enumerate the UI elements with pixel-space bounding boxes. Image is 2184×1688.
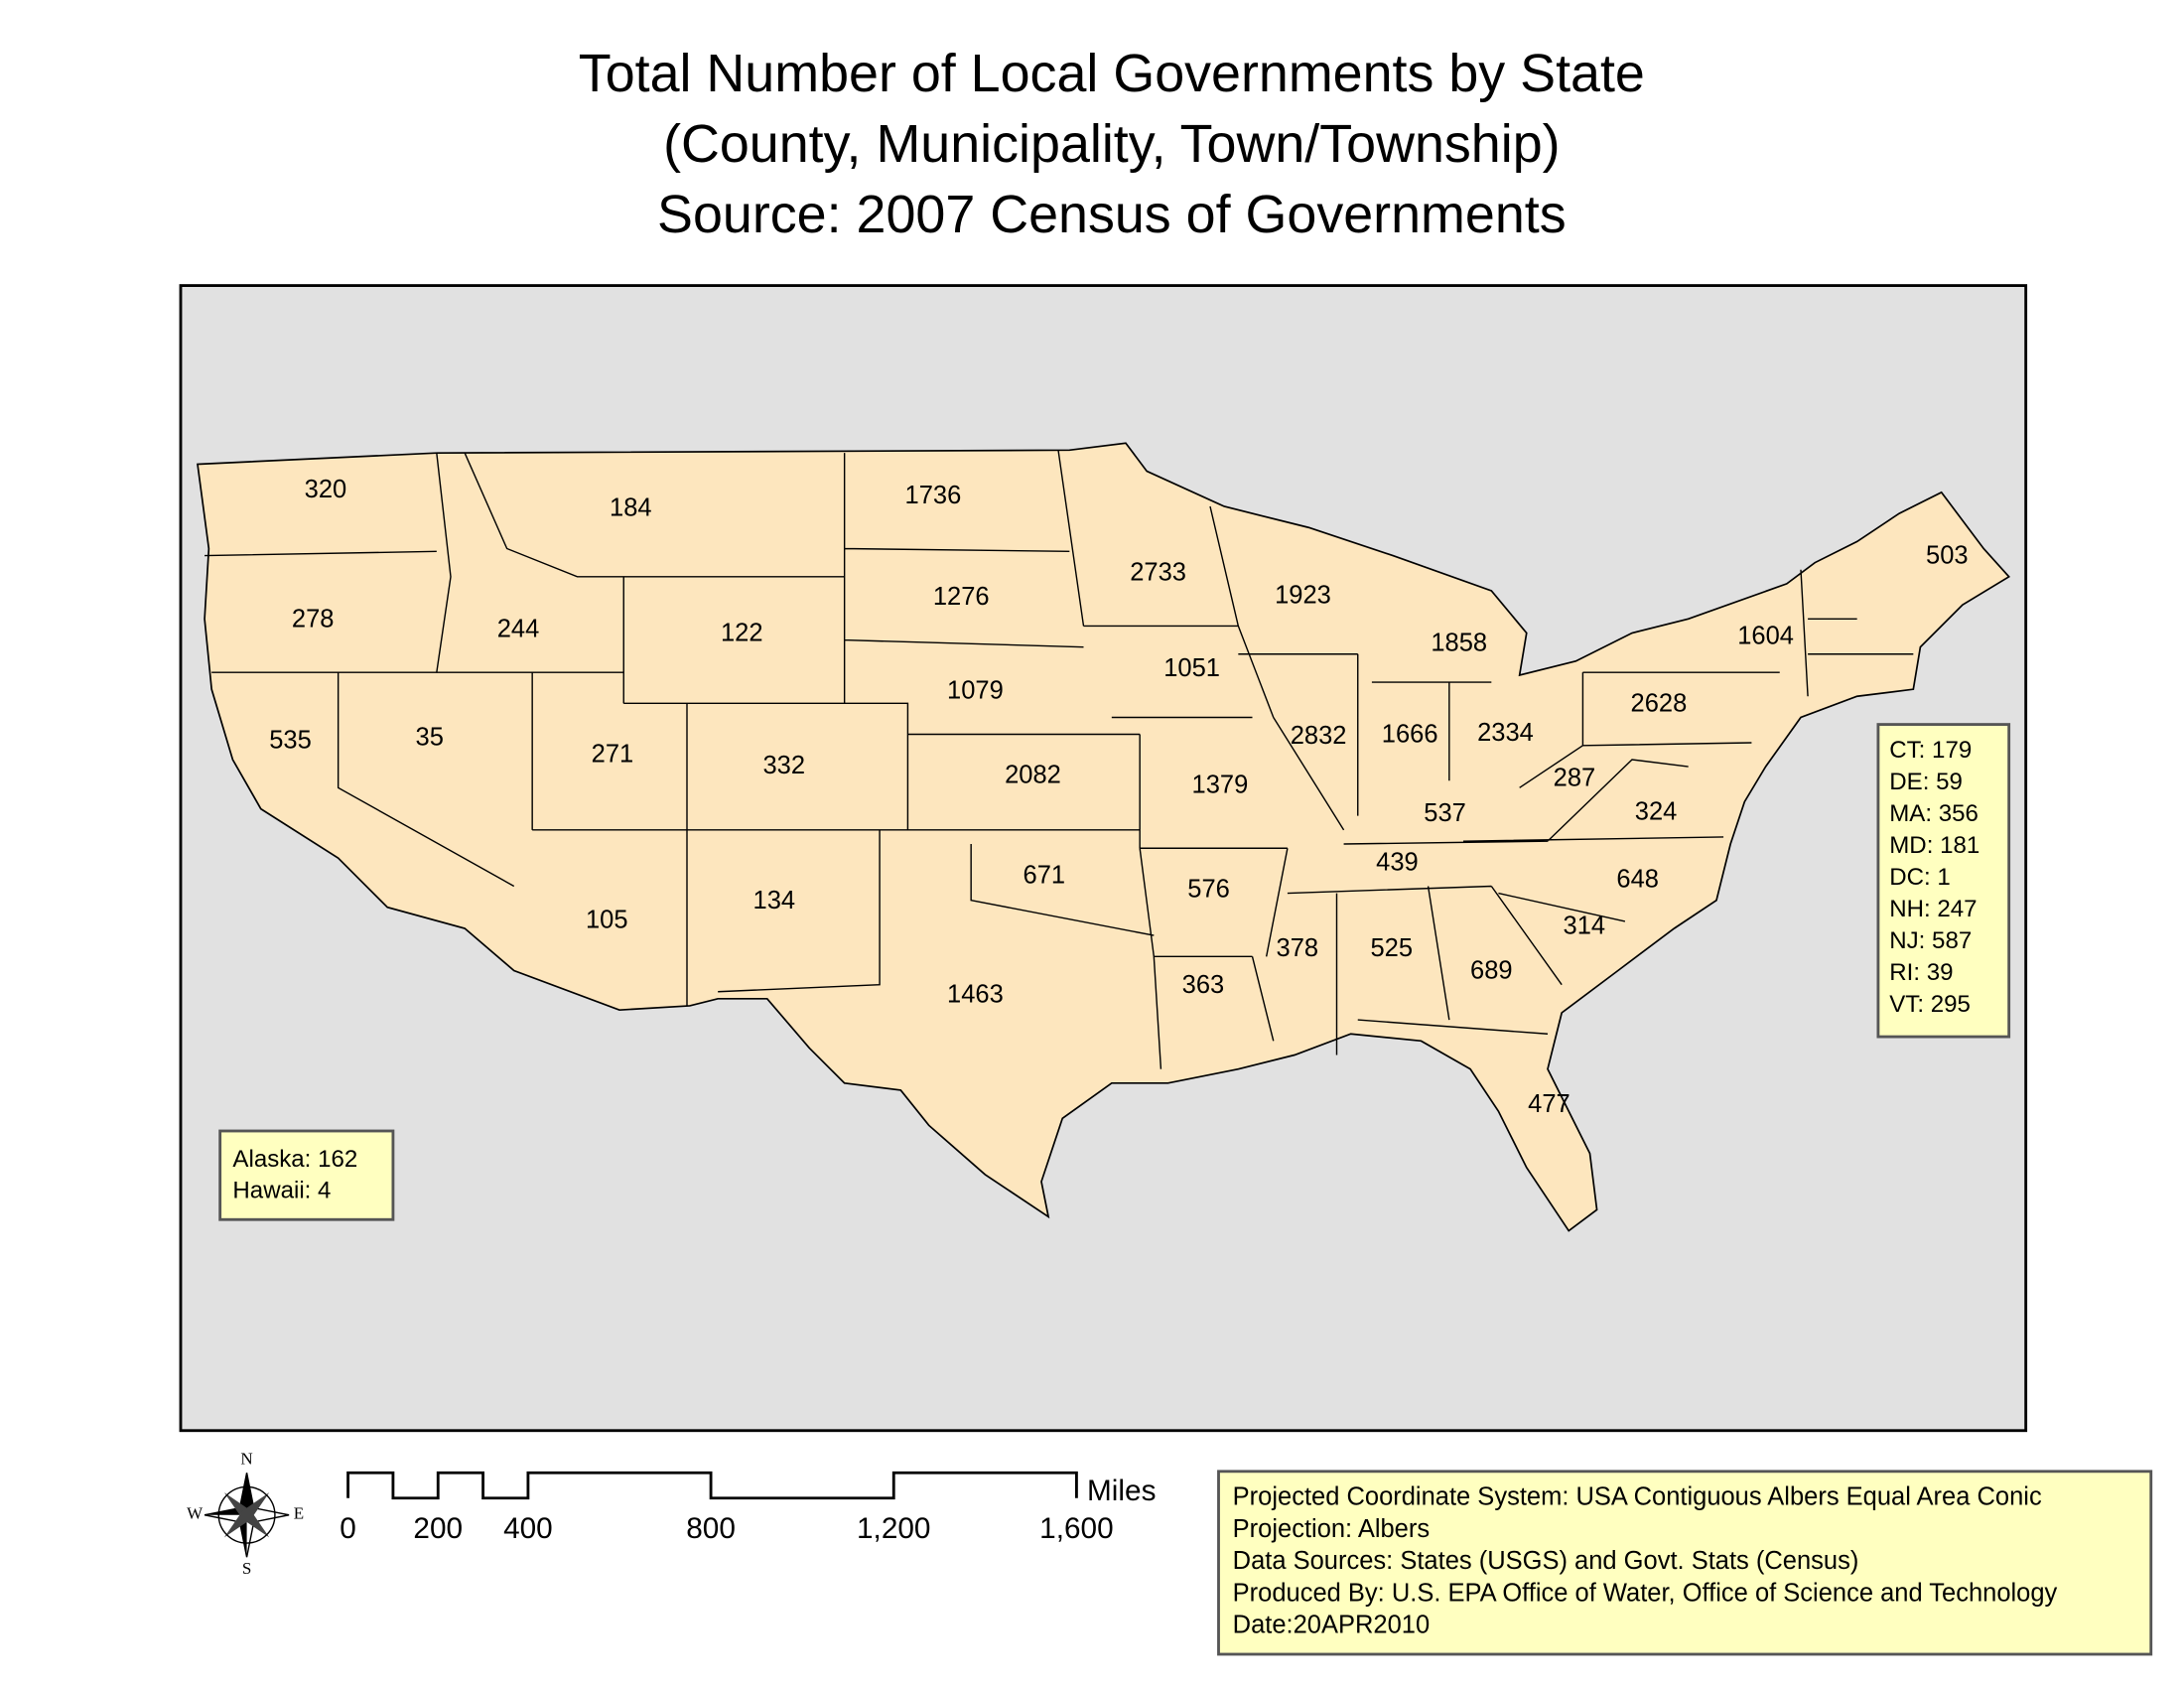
state-label: 184 <box>610 494 652 522</box>
state-label: 1276 <box>933 583 990 611</box>
scale-tick-label: 1,200 <box>857 1512 930 1545</box>
state-borders <box>205 450 1914 1069</box>
scale-tick-label: 200 <box>413 1512 463 1545</box>
state-label: 332 <box>762 752 805 779</box>
northeast-box <box>1876 723 2011 1039</box>
state-label: 324 <box>1635 798 1678 826</box>
state-label: 314 <box>1564 912 1606 939</box>
info-line: Date:20APR2010 <box>1233 1612 1430 1639</box>
state-label: 1463 <box>947 981 1004 1009</box>
scale-bar <box>346 1471 1078 1500</box>
state-label: 1736 <box>905 482 962 509</box>
alaska-hawaii-box <box>218 1129 395 1221</box>
compass-letter: W <box>187 1504 204 1523</box>
state-label: 105 <box>586 907 628 934</box>
us-outline <box>197 442 2010 1232</box>
scale-tick-label: 800 <box>686 1512 736 1545</box>
state-label: 122 <box>721 620 763 647</box>
northeast-entry: NJ: 587 <box>1889 927 1972 954</box>
info-line: Projected Coordinate System: USA Contigu… <box>1233 1482 2042 1510</box>
state-label: 2733 <box>1130 559 1186 587</box>
state-label: 1079 <box>947 677 1004 705</box>
state-label: 244 <box>497 615 540 642</box>
title-line: Source: 2007 Census of Governments <box>657 185 1567 244</box>
northeast-entry: CT: 179 <box>1889 737 1972 764</box>
state-label: 648 <box>1616 866 1659 894</box>
scale-tick-label: 1,600 <box>1039 1512 1113 1545</box>
northeast-entry: DC: 1 <box>1889 864 1951 891</box>
state-label: 535 <box>269 726 312 754</box>
info-box <box>1217 1470 2153 1656</box>
northeast-entry: NH: 247 <box>1889 896 1977 922</box>
state-label: 278 <box>292 605 335 633</box>
compass-rose <box>204 1473 290 1558</box>
scale-tick-label: 0 <box>340 1512 356 1545</box>
state-label: 1923 <box>1275 581 1331 609</box>
state-label: 1379 <box>1192 772 1249 799</box>
title-line: (County, Municipality, Town/Township) <box>663 114 1560 174</box>
state-label: 477 <box>1528 1090 1570 1118</box>
state-label: 525 <box>1370 934 1413 962</box>
northeast-entry: DE: 59 <box>1889 769 1963 795</box>
state-label: 363 <box>1182 971 1225 999</box>
state-label: 689 <box>1470 957 1513 985</box>
info-line: Produced By: U.S. EPA Office of Water, O… <box>1233 1579 2058 1607</box>
northeast-entry: MA: 356 <box>1889 800 1979 827</box>
state-label: 134 <box>753 887 796 914</box>
state-label: 2832 <box>1291 722 1347 750</box>
scale-unit: Miles <box>1087 1475 1156 1507</box>
info-line: Data Sources: States (USGS) and Govt. St… <box>1233 1547 1859 1575</box>
state-label: 271 <box>592 740 634 768</box>
state-label: 439 <box>1376 849 1419 877</box>
state-label: 320 <box>305 476 347 503</box>
compass-letter: E <box>294 1504 304 1523</box>
state-label: 2082 <box>1005 762 1061 789</box>
title-line: Total Number of Local Governments by Sta… <box>579 44 1645 103</box>
state-label: 537 <box>1424 799 1466 827</box>
state-label: 671 <box>1024 861 1066 889</box>
info-line: Projection: Albers <box>1233 1515 1430 1543</box>
alaska-hawaii-entry: Hawaii: 4 <box>232 1177 331 1203</box>
state-label: 576 <box>1187 875 1230 903</box>
state-label: 1604 <box>1737 622 1794 649</box>
compass-letter: N <box>240 1449 252 1468</box>
state-label: 2628 <box>1631 689 1688 717</box>
compass-letter: S <box>242 1559 251 1578</box>
northeast-entry: VT: 295 <box>1889 991 1971 1018</box>
northeast-entry: RI: 39 <box>1889 959 1953 986</box>
state-label: 378 <box>1277 934 1319 962</box>
state-label: 2334 <box>1477 719 1534 747</box>
state-label: 1051 <box>1163 654 1220 682</box>
state-label: 1858 <box>1431 630 1487 657</box>
state-label: 35 <box>416 723 444 751</box>
scale-tick-label: 400 <box>503 1512 553 1545</box>
northeast-entry: MD: 181 <box>1889 832 1979 859</box>
state-label: 503 <box>1926 542 1969 570</box>
state-label: 287 <box>1554 765 1596 792</box>
alaska-hawaii-entry: Alaska: 162 <box>232 1146 357 1173</box>
state-label: 1666 <box>1382 721 1438 749</box>
